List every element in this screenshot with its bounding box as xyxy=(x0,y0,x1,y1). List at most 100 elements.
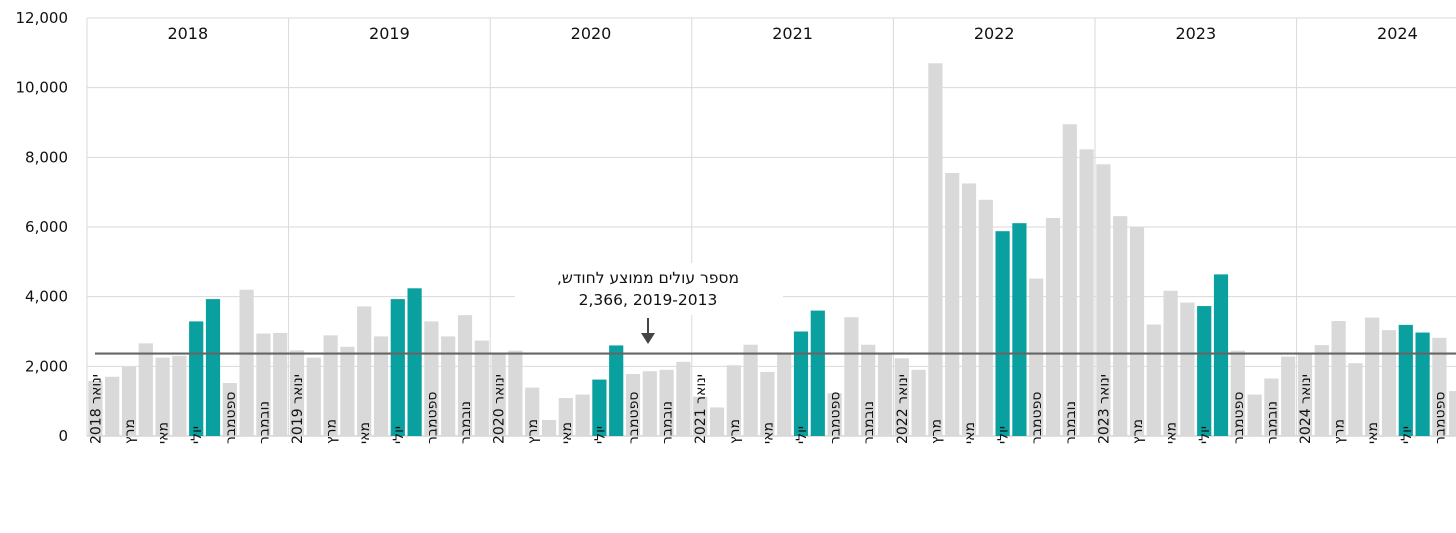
bar xyxy=(961,183,977,436)
x-tick-label: ינואר 2021 xyxy=(693,374,709,444)
bar xyxy=(894,358,909,436)
x-tick-label: ינואר 2022 xyxy=(895,374,911,444)
bar xyxy=(1264,378,1279,436)
bar xyxy=(474,340,489,436)
year-label-2022: 2022 xyxy=(974,24,1015,43)
bar xyxy=(709,407,725,436)
x-tick-label: מאי xyxy=(1164,422,1180,444)
bar xyxy=(625,373,641,436)
bar xyxy=(777,354,792,436)
x-tick-label: מאי xyxy=(156,422,172,444)
bar xyxy=(793,331,809,436)
bar xyxy=(441,336,456,436)
bar xyxy=(189,321,204,436)
bar xyxy=(457,315,473,436)
year-label-2021: 2021 xyxy=(772,24,813,43)
x-tick-label: ספטמבר xyxy=(223,392,239,444)
bar xyxy=(1197,306,1212,436)
bar xyxy=(205,299,221,436)
y-tick-label: 12,000 xyxy=(16,9,69,27)
bar xyxy=(995,231,1010,436)
bar xyxy=(1331,321,1346,436)
x-tick-label: ינואר 2023 xyxy=(1096,374,1112,444)
bar xyxy=(1314,345,1329,436)
x-tick-label: ינואר 2024 xyxy=(1298,374,1314,444)
bar xyxy=(323,335,338,436)
bar xyxy=(1365,317,1380,436)
bar xyxy=(676,361,691,436)
y-tick-label: 6,000 xyxy=(25,218,68,236)
bar xyxy=(121,367,137,436)
bar xyxy=(1281,356,1296,436)
bar xyxy=(424,321,439,436)
bar xyxy=(1180,302,1195,436)
bar xyxy=(256,333,271,436)
bar xyxy=(172,355,187,436)
bar xyxy=(1247,394,1262,436)
bar xyxy=(659,369,674,436)
bar xyxy=(390,299,405,436)
x-tick-label: נובמבר xyxy=(458,401,474,444)
bar xyxy=(1012,223,1027,436)
bar xyxy=(1079,149,1094,437)
bar xyxy=(877,353,893,436)
x-tick-label: נובמבר xyxy=(861,401,877,444)
year-label-2019: 2019 xyxy=(369,24,410,43)
annotation-line-2: 2019-2013 ,2,366 xyxy=(579,291,718,309)
x-tick-label: ינואר 2018 xyxy=(88,374,104,444)
bar xyxy=(155,357,170,436)
bar xyxy=(743,344,758,436)
x-tick-label: ספטמבר xyxy=(626,392,642,444)
bar xyxy=(491,354,506,436)
x-tick-label: מרץ xyxy=(727,419,743,444)
bar xyxy=(239,289,254,436)
bar xyxy=(1432,337,1447,436)
bar xyxy=(1348,363,1363,436)
bar xyxy=(88,380,103,436)
bar xyxy=(928,63,943,437)
x-tick-label: נובמבר xyxy=(1264,401,1280,444)
x-tick-label: יולי xyxy=(391,426,407,444)
bar xyxy=(810,310,825,436)
bar xyxy=(978,199,993,436)
x-tick-label: מרץ xyxy=(324,419,340,444)
bar xyxy=(407,288,422,436)
y-tick-label: 8,000 xyxy=(25,148,68,166)
bar xyxy=(726,365,741,436)
bar xyxy=(911,369,926,436)
bar xyxy=(138,343,153,436)
bar xyxy=(558,398,573,436)
x-tick-label: מאי xyxy=(357,422,373,444)
x-tick-label: נובמבר xyxy=(256,401,272,444)
annotation-background xyxy=(515,263,783,315)
bar xyxy=(1398,324,1413,436)
bar xyxy=(222,383,237,436)
y-tick-label: 2,000 xyxy=(25,357,68,375)
y-tick-label: 4,000 xyxy=(25,288,68,306)
bar xyxy=(844,317,859,436)
x-tick-label: מרץ xyxy=(1130,419,1146,444)
bar xyxy=(1163,290,1178,436)
x-tick-label: ספטמבר xyxy=(424,392,440,444)
year-label-2020: 2020 xyxy=(571,24,612,43)
x-tick-label: מאי xyxy=(559,422,575,444)
x-tick-label: מאי xyxy=(1365,422,1381,444)
x-tick-label: ספטמבר xyxy=(1432,392,1448,444)
bar xyxy=(289,350,305,436)
bar xyxy=(1146,324,1161,436)
x-tick-label: יולי xyxy=(1197,426,1213,444)
x-tick-label: ינואר 2020 xyxy=(492,374,508,444)
annotation-arrow-head xyxy=(641,333,655,344)
x-tick-label: יולי xyxy=(996,426,1012,444)
bar xyxy=(1415,332,1430,436)
year-label-2024: 2024 xyxy=(1377,24,1418,43)
bar xyxy=(827,393,842,436)
bar xyxy=(575,394,590,436)
x-tick-label: מרץ xyxy=(1332,419,1348,444)
x-tick-label: ספטמבר xyxy=(828,392,844,444)
bar xyxy=(760,371,775,436)
bar xyxy=(373,336,389,436)
bar xyxy=(508,350,523,436)
bar xyxy=(1029,278,1044,436)
